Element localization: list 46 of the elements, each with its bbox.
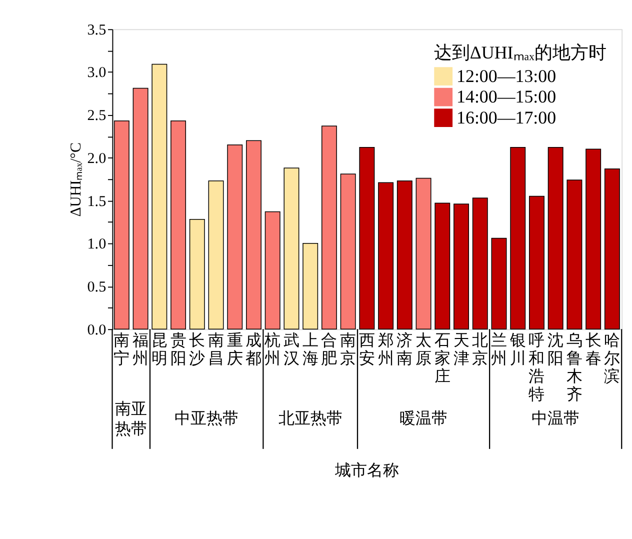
x-tick-label: 上海	[302, 332, 318, 368]
y-tick-label: 2.0	[87, 150, 106, 167]
x-tick-label: 南宁	[114, 332, 130, 368]
y-tick-label: 2.5	[87, 108, 106, 124]
x-tick-label: 福州	[132, 332, 149, 368]
x-tick-label: 南昌	[208, 332, 224, 368]
y-axis-title: ΔUHIₘₐₓ/°C	[68, 142, 85, 217]
x-axis-title: 城市名称	[334, 461, 399, 480]
x-tick-label: 郑州	[378, 332, 394, 368]
y-tick-label: 0.0	[87, 322, 106, 338]
x-tick-label: 天津	[453, 332, 470, 368]
x-tick-label: 西安	[358, 332, 375, 368]
x-tick-label: 呼和浩特	[528, 332, 545, 404]
x-tick-label: 银川	[508, 332, 526, 368]
text: 暖温带	[400, 409, 448, 428]
x-tick-label: 成都	[246, 332, 262, 368]
y-tick-label: 3.5	[87, 22, 106, 38]
legend-label: 16:00—17:00	[456, 107, 556, 128]
x-tick-label: 杭州	[264, 332, 281, 368]
x-tick-label: 南京	[340, 332, 356, 368]
x-tick-label: 昆明	[151, 332, 168, 368]
x-tick-label: 重庆	[226, 332, 243, 368]
legend-label: 14:00—15:00	[456, 86, 556, 107]
y-tick-label: 1.0	[87, 236, 106, 253]
x-tick-label: 北京	[472, 332, 488, 368]
y-tick-label: 1.5	[87, 194, 106, 210]
text: 南亚热带	[115, 400, 148, 438]
text: 北亚热带	[278, 409, 342, 428]
x-tick-label: 长沙	[189, 332, 206, 368]
y-tick-label: 0.5	[87, 279, 106, 296]
x-tick-label: 乌鲁木齐	[566, 332, 582, 404]
x-tick-label: 合肥	[321, 332, 338, 368]
x-tick-label: 长春	[585, 332, 602, 368]
legend-label: 12:00—13:00	[456, 66, 556, 86]
x-tick-label: 济南	[396, 332, 413, 368]
x-tick-label: 兰州	[490, 332, 507, 368]
legend-title: 达到ΔUHIₘₐₓ的地方时	[434, 42, 606, 62]
x-tick-label: 太原	[416, 332, 432, 368]
x-tick-label: 哈尔滨	[604, 332, 620, 386]
text: 中温带	[532, 409, 580, 428]
x-tick-label: 贵阳	[170, 332, 186, 368]
x-tick-label: 石家庄	[434, 332, 450, 386]
y-tick-label: 3.0	[87, 65, 106, 82]
x-tick-label: 沈阳	[548, 332, 564, 368]
text: 中亚热带	[174, 409, 239, 428]
x-tick-label: 武汉	[283, 332, 300, 368]
